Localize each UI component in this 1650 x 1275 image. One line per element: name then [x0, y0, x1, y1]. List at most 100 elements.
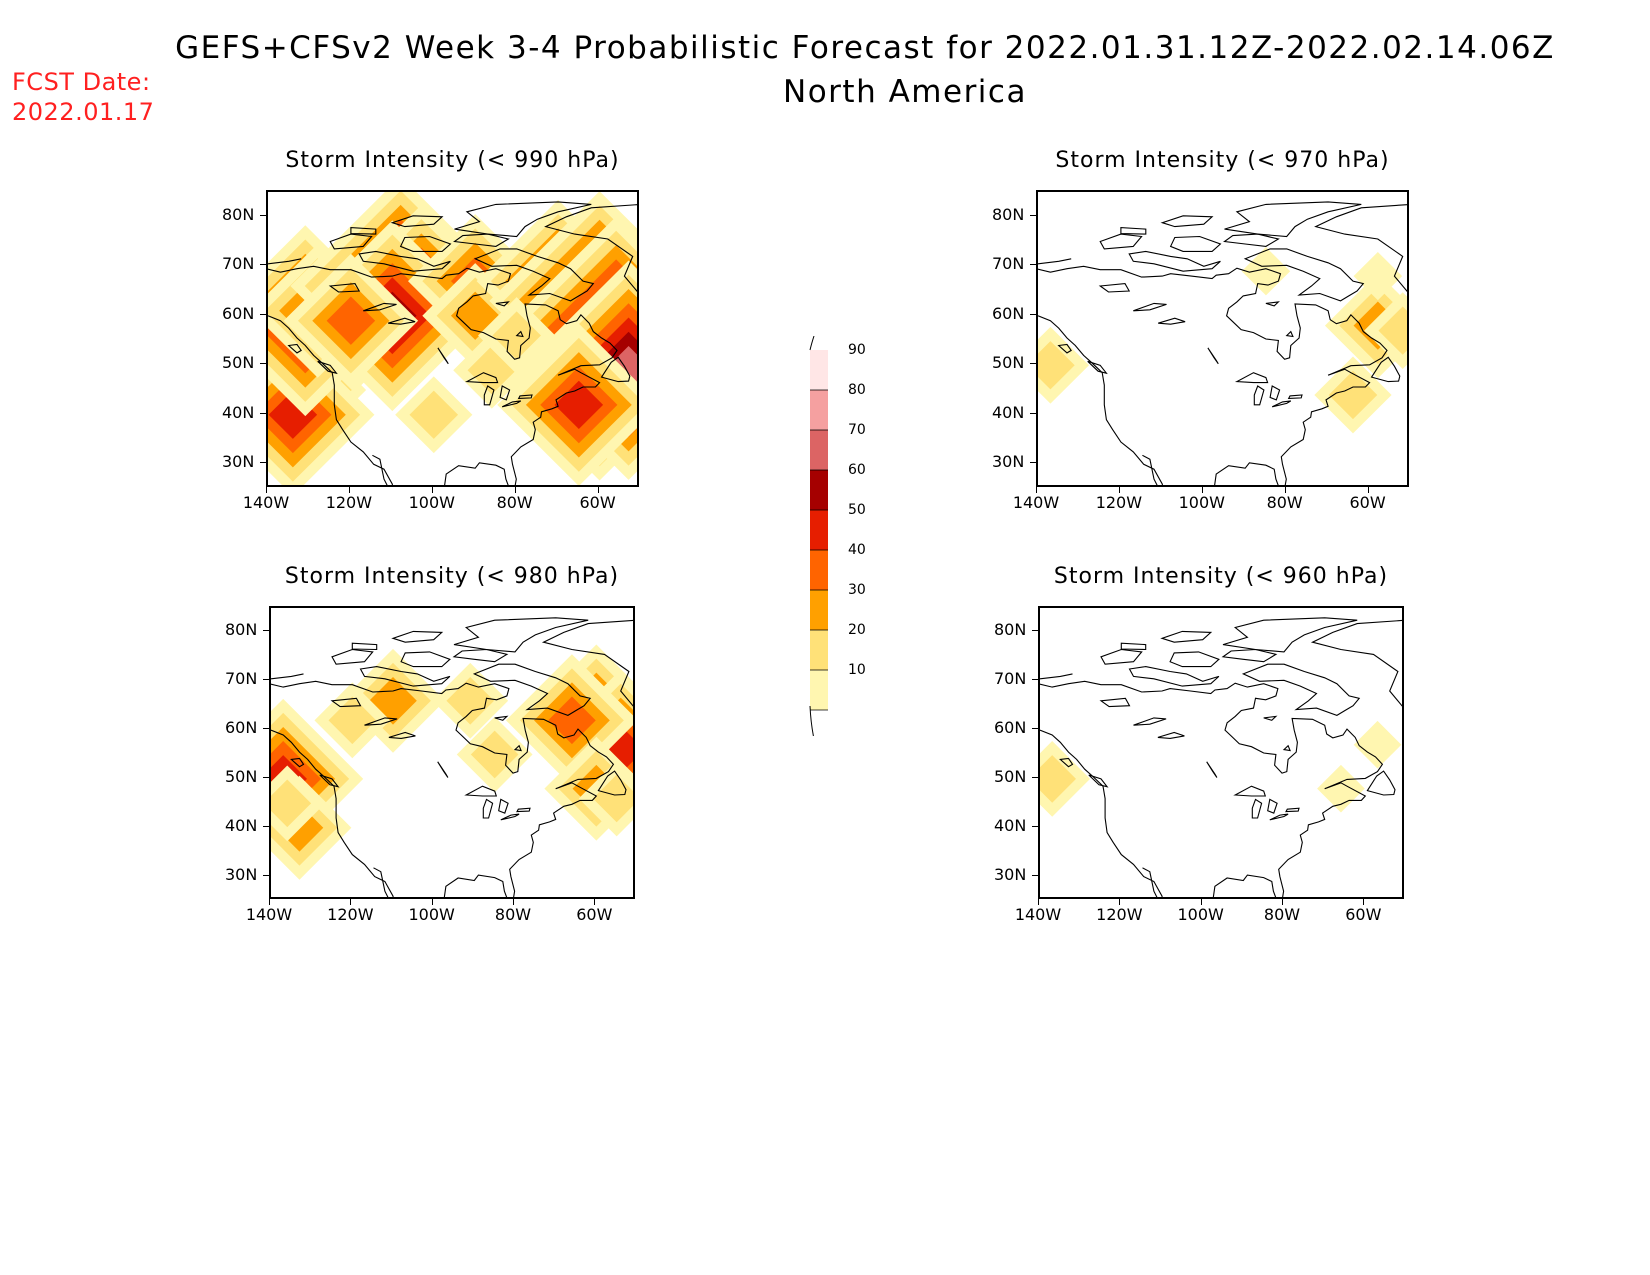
- lon-tick-label: 60W: [1345, 905, 1382, 924]
- colorbar-segment: [810, 390, 828, 430]
- island-outline: [1285, 330, 1294, 338]
- map-svg: [1038, 201, 1407, 485]
- probability-patch: [548, 696, 596, 745]
- panel-title: Storm Intensity (< 960 hPa): [1053, 564, 1389, 589]
- lat-tick: [1030, 214, 1036, 216]
- panel-960: Storm Intensity (< 960 hPa) 80N 70N 60N 50N…: [0, 0, 1650, 924]
- island-outline: [331, 648, 374, 665]
- lake-outline: [388, 317, 416, 325]
- lon-tick: [431, 899, 433, 905]
- island-outline: [1282, 744, 1291, 752]
- island-outline: [290, 757, 305, 768]
- island-outline: [399, 235, 452, 252]
- lon-tick-label: 120W: [325, 493, 373, 512]
- lake-outline: [1234, 372, 1269, 384]
- probability-patch: [596, 725, 633, 774]
- lon-tick-label: 120W: [1095, 493, 1143, 512]
- lon-tick: [594, 899, 596, 905]
- probability-patch: [1353, 720, 1402, 769]
- probability-patch: [1378, 306, 1407, 355]
- lon-tick-label: 100W: [1177, 905, 1224, 924]
- island-outline: [452, 648, 509, 663]
- lat-tick-label: 60N: [225, 718, 258, 738]
- island-outline: [351, 642, 378, 651]
- colorbar-label: 90: [848, 342, 866, 358]
- lake-outline: [1251, 798, 1263, 819]
- fcst-date-value: 2022.01.17: [12, 98, 155, 126]
- lat-tick: [1030, 363, 1036, 365]
- lake-outline: [1133, 302, 1167, 312]
- island-outline: [400, 651, 451, 668]
- probability-patch: [1040, 755, 1077, 803]
- island-outline: [453, 617, 589, 653]
- island-outline: [1224, 201, 1362, 238]
- lat-tick: [260, 313, 266, 315]
- lon-tick-label: 80W: [1266, 493, 1303, 512]
- lake-outline: [1133, 717, 1167, 726]
- panel-title: Storm Intensity (< 990 hPa): [285, 148, 620, 173]
- lon-tick: [1200, 899, 1202, 905]
- island-outline: [319, 774, 340, 788]
- island-outline: [1128, 666, 1220, 687]
- colorbar-segment: [810, 550, 828, 590]
- lat-tick: [260, 264, 266, 266]
- lon-tick: [1284, 487, 1286, 493]
- island-outline: [390, 215, 444, 228]
- lat-tick-label: 80N: [222, 204, 255, 224]
- lat-tick-label: 40N: [994, 815, 1027, 835]
- lat-tick: [1030, 313, 1036, 315]
- island-outline: [472, 663, 592, 717]
- island-outline: [515, 330, 524, 338]
- probability-patch: [268, 390, 318, 439]
- colorbar-segment: [810, 670, 828, 710]
- lat-tick-label: 70N: [994, 669, 1027, 689]
- coastline: [271, 729, 394, 897]
- lat-tick: [263, 630, 269, 632]
- lat-tick-label: 40N: [992, 402, 1025, 422]
- probability-patch: [446, 676, 495, 725]
- lake-outline: [363, 302, 397, 312]
- island-outline: [1223, 233, 1280, 247]
- lat-tick-label: 50N: [222, 353, 255, 373]
- lat-tick: [1030, 412, 1036, 414]
- lat-tick: [263, 728, 269, 730]
- lake-outline: [1287, 394, 1303, 399]
- lon-tick: [350, 899, 352, 905]
- lat-tick: [1030, 264, 1036, 266]
- island-outline: [1310, 619, 1402, 707]
- coastline: [268, 258, 302, 265]
- lon-tick: [1282, 899, 1283, 905]
- lake-outline: [464, 372, 499, 384]
- island-outline: [391, 630, 444, 643]
- panel-970: Storm Intensity (< 970 hPa) 80N 70N 60N 50N…: [0, 0, 1650, 512]
- coastline: [1038, 265, 1388, 485]
- lat-tick: [263, 679, 269, 681]
- island-outline: [1160, 630, 1213, 643]
- island-outline: [359, 666, 451, 687]
- colorbar: 10 20 30 40 50 60 70 80 90: [808, 335, 868, 749]
- lake-outline: [1267, 798, 1278, 814]
- lake-outline: [1206, 761, 1218, 778]
- lon-tick-label: 140W: [242, 493, 290, 512]
- coastline: [1040, 673, 1073, 680]
- lat-tick: [263, 825, 269, 827]
- island-outline: [1314, 204, 1407, 292]
- lat-tick-label: 30N: [225, 864, 258, 884]
- panel-title: Storm Intensity (< 970 hPa): [1055, 148, 1390, 173]
- region-subtitle: North America: [783, 74, 1027, 110]
- coastline: [271, 673, 304, 680]
- island-outline: [1243, 248, 1365, 302]
- lat-tick-label: 30N: [994, 864, 1027, 884]
- lon-tick-label: 140W: [1014, 905, 1062, 924]
- lake-outline: [364, 717, 398, 726]
- lake-outline: [501, 400, 522, 408]
- lake-outline: [388, 731, 416, 739]
- island-outline: [350, 227, 377, 235]
- island-outline: [1128, 250, 1221, 272]
- lat-tick-label: 30N: [222, 452, 255, 472]
- coastline: [1040, 680, 1384, 897]
- lat-tick-label: 70N: [225, 669, 258, 689]
- probability-patch: [470, 730, 519, 779]
- lon-tick: [1367, 487, 1369, 493]
- lake-outline: [1158, 317, 1186, 325]
